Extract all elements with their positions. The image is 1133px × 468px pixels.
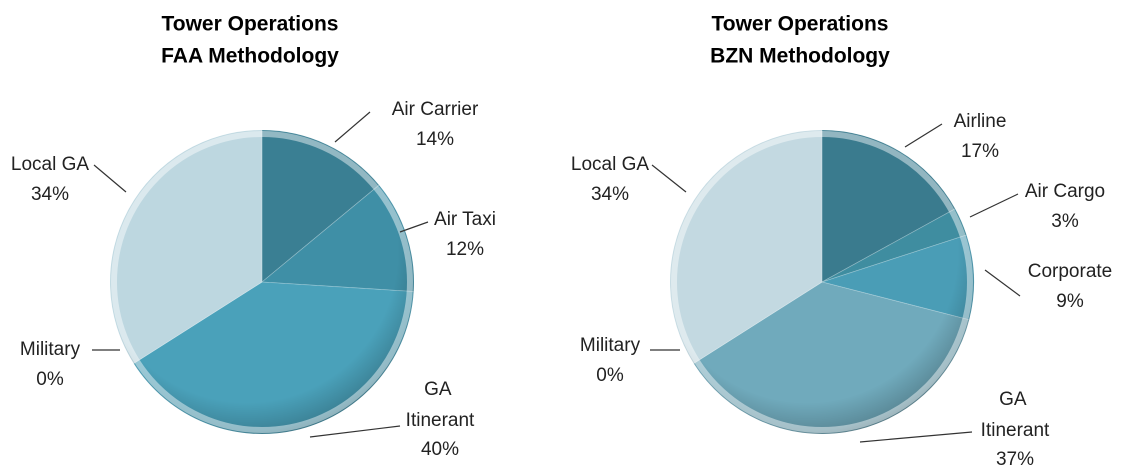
slice-value-label: 0%	[36, 369, 64, 390]
slice-label: GA Itinerant	[406, 379, 475, 431]
slice-label: Local GA	[571, 154, 649, 175]
slice-value-label: 0%	[596, 365, 624, 386]
pie-shading	[110, 130, 414, 434]
pie-rim	[671, 131, 973, 433]
chart-subtitle: BZN Methodology	[710, 45, 890, 68]
slice-value-label: 34%	[31, 184, 69, 205]
slice-value-label: 3%	[1051, 211, 1079, 232]
leader-line	[859, 431, 973, 443]
leader-line	[93, 164, 127, 193]
leader-line	[984, 269, 1021, 297]
slice-label: Air Carrier	[392, 99, 479, 120]
leader-line	[334, 111, 371, 143]
chart-title: Tower Operations	[162, 13, 339, 36]
chart-title: Tower Operations	[712, 13, 889, 36]
slice-value-label: 17%	[961, 141, 999, 162]
pie-shading	[670, 130, 974, 434]
leader-line	[651, 164, 687, 193]
leader-line	[904, 123, 943, 148]
slice-label: Military	[20, 339, 81, 360]
slice-label: Local GA	[11, 154, 89, 175]
slice-value-label: 37%	[996, 449, 1034, 468]
pie-rim	[111, 131, 413, 433]
slice-label: Military	[580, 335, 641, 356]
slice-value-label: 9%	[1056, 291, 1084, 312]
leader-line	[309, 425, 401, 438]
slice-label: GA Itinerant	[981, 389, 1050, 441]
chart-subtitle: FAA Methodology	[161, 45, 339, 68]
slice-label: Air Taxi	[434, 209, 496, 230]
slice-value-label: 40%	[421, 439, 459, 460]
leader-line	[969, 193, 1019, 218]
slice-value-label: 34%	[591, 184, 629, 205]
slice-value-label: 14%	[416, 129, 454, 150]
slice-label: Air Cargo	[1025, 181, 1105, 202]
slice-label: Airline	[954, 111, 1007, 132]
slice-value-label: 12%	[446, 239, 484, 260]
slice-label: Corporate	[1028, 261, 1113, 282]
leader-line	[399, 221, 429, 233]
